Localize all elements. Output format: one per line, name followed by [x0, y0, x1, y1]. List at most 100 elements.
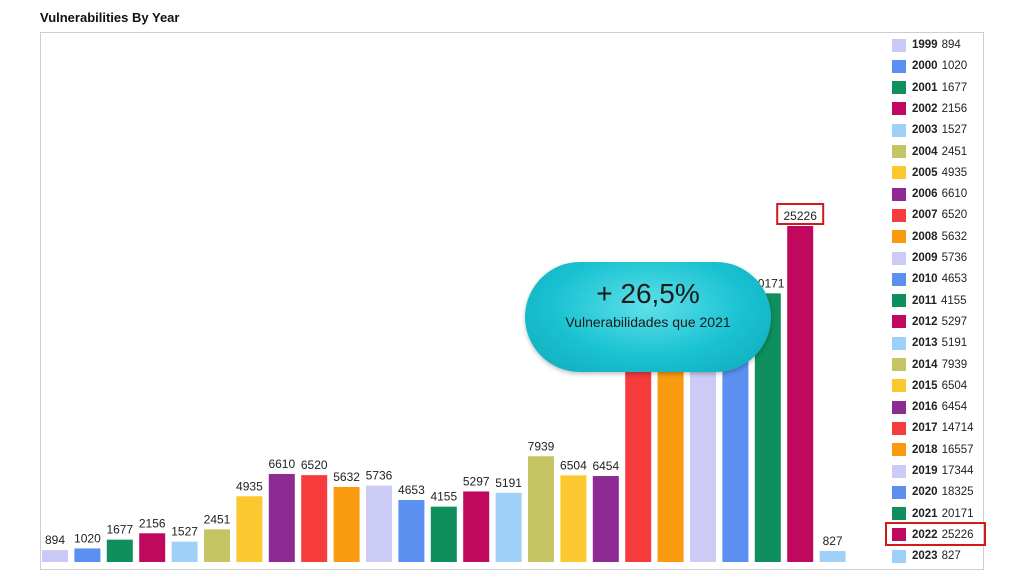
legend-year: 2006 [912, 188, 938, 201]
legend-item-2011: 2011 4155 [892, 292, 967, 310]
legend-swatch [892, 443, 906, 457]
legend-value: 827 [941, 550, 961, 563]
legend-item-2015: 2015 6504 [892, 377, 967, 395]
legend-item-2008: 2008 5632 [892, 228, 967, 246]
legend-item-2019: 2019 17344 [892, 462, 974, 480]
chart-title: Vulnerabilities By Year [40, 10, 180, 25]
chart-frame [40, 32, 984, 570]
legend-value: 6454 [941, 401, 968, 414]
legend-year: 2007 [912, 209, 938, 222]
bar-2005 [236, 496, 263, 562]
legend-item-2007: 2007 6520 [892, 206, 967, 224]
legend-item-2005: 2005 4935 [892, 164, 967, 182]
legend-year: 2023 [912, 550, 938, 563]
bar-2015 [560, 475, 587, 562]
legend-value: 17344 [941, 465, 974, 477]
legend-swatch [892, 358, 906, 371]
legend-highlight-box [885, 521, 986, 546]
bar-2003 [171, 541, 198, 562]
data-label-2011: 4155 [430, 490, 457, 504]
legend-year: 2016 [912, 401, 938, 414]
legend-value: 2156 [941, 102, 968, 115]
legend-year: 2022 [912, 528, 938, 541]
legend-value: 4935 [941, 166, 968, 179]
legend-value: 894 [941, 39, 961, 51]
bar-2002 [139, 533, 166, 562]
legend-year: 1999 [912, 39, 938, 51]
bar-2018 [657, 341, 684, 562]
bar-2006 [268, 473, 295, 562]
data-label-2002: 2156 [139, 516, 166, 530]
legend-year: 2012 [912, 315, 938, 328]
bar-2012 [463, 491, 490, 562]
legend-value: 25226 [941, 528, 974, 541]
legend-value: 4155 [940, 294, 967, 307]
legend-swatch [892, 464, 906, 478]
legend-value: 20171 [941, 507, 974, 520]
chart-legend: 1999 894 2000 1020 2001 1677 2002 2156 2003 1527 2… [884, 34, 988, 570]
legend-item-2013: 2013 5191 [892, 334, 967, 352]
legend-swatch [892, 230, 906, 244]
bar-2013 [495, 492, 522, 562]
data-label-2008: 5632 [333, 470, 360, 484]
legend-value: 1677 [941, 81, 968, 94]
legend-item-2017: 2017 14714 [892, 419, 974, 437]
legend-swatch [892, 59, 906, 73]
legend-year: 2001 [912, 81, 938, 94]
data-label-2022: 25226 [784, 209, 818, 223]
legend-swatch [892, 400, 906, 414]
bar-2023 [819, 550, 846, 562]
growth-callout: + 26,5% Vulnerabilidades que 2021 [525, 262, 771, 372]
legend-item-2000: 2000 1020 [892, 57, 967, 75]
legend-year: 2003 [912, 124, 938, 137]
legend-value: 4653 [941, 273, 968, 286]
bar-2008 [333, 486, 360, 562]
legend-swatch [892, 336, 906, 350]
data-label-2003: 1527 [171, 525, 198, 539]
callout-text: Vulnerabilidades que 2021 [565, 314, 731, 330]
legend-item-2009: 2009 5736 [892, 249, 967, 267]
bar-2007 [301, 475, 328, 562]
legend-swatch [892, 102, 906, 116]
legend-swatch [892, 549, 906, 563]
legend-year: 2010 [912, 273, 938, 286]
data-label-2023: 827 [823, 534, 843, 548]
data-label-2010: 4653 [398, 483, 425, 497]
data-label-2013: 5191 [495, 476, 522, 490]
data-label-2009: 5736 [366, 469, 393, 483]
legend-year: 2004 [912, 145, 938, 158]
legend-item-1999: 1999 894 [892, 36, 961, 54]
legend-item-2012: 2012 5297 [892, 313, 967, 331]
legend-swatch [892, 294, 906, 308]
data-label-2016: 6454 [592, 459, 619, 473]
legend-item-2018: 2018 16557 [892, 441, 974, 459]
legend-year: 2017 [912, 422, 938, 435]
legend-year: 2005 [912, 166, 938, 179]
legend-swatch [892, 315, 906, 329]
bar-2010 [398, 500, 425, 562]
legend-year: 2009 [912, 252, 938, 264]
legend-swatch [892, 81, 906, 95]
legend-value: 2451 [941, 145, 968, 158]
legend-year: 2013 [912, 337, 938, 350]
legend-value: 14714 [941, 422, 974, 435]
legend-swatch [892, 145, 906, 158]
legend-value: 7939 [941, 358, 968, 371]
legend-item-2020: 2020 18325 [892, 483, 974, 501]
highlight-box-2022 [776, 203, 825, 225]
legend-swatch [892, 208, 906, 222]
data-label-2006: 6610 [268, 457, 295, 471]
bar-2011 [430, 506, 457, 562]
bar-2017 [625, 366, 652, 562]
legend-item-2004: 2004 2451 [892, 143, 967, 161]
legend-swatch [892, 38, 906, 52]
legend-value: 5297 [941, 315, 968, 328]
legend-item-2016: 2016 6454 [892, 398, 967, 416]
data-label-2015: 6504 [560, 458, 587, 472]
legend-swatch [892, 123, 906, 137]
legend-year: 2000 [912, 60, 938, 73]
legend-item-2023: 2023 827 [892, 547, 961, 565]
data-label-2005: 4935 [236, 479, 263, 493]
data-label-2004: 2451 [204, 512, 231, 526]
legend-item-2001: 2001 1677 [892, 79, 967, 97]
